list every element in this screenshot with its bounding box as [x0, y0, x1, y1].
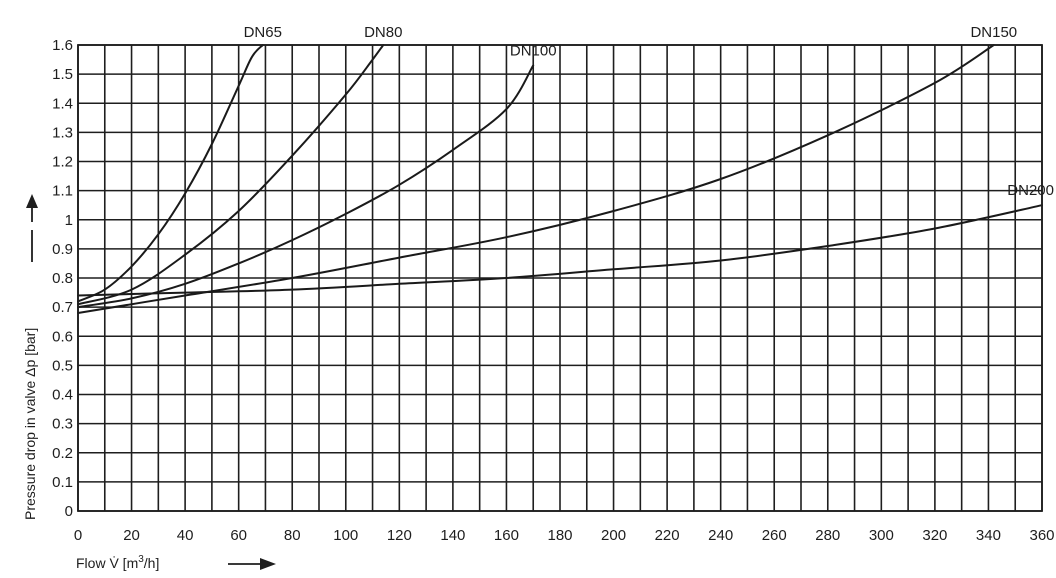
y-tick-label: 0.9: [52, 241, 73, 258]
x-tick-label: 0: [74, 527, 82, 544]
x-tick-label: 80: [284, 527, 301, 544]
x-tick-label: 20: [123, 527, 140, 544]
y-tick-label: 1: [65, 212, 73, 229]
x-tick-label: 340: [976, 527, 1001, 544]
series-labels: DN65 DN80 DN100 DN150 DN200: [244, 24, 1054, 199]
y-tick-label: 1.2: [52, 154, 73, 171]
y-tick-label: 0.5: [52, 357, 73, 374]
x-tick-label: 320: [922, 527, 947, 544]
y-axis-title: Pressure drop in valve Δp [bar]: [22, 328, 38, 520]
x-tick-label: 300: [869, 527, 894, 544]
series-line-dn150: [77, 44, 995, 314]
x-axis-title: Flow V̇ [m3/h]: [76, 554, 159, 571]
y-tick-label: 0.1: [52, 474, 73, 491]
y-tick-label: 0.4: [52, 387, 73, 404]
series-line-dn80: [77, 44, 385, 306]
x-tick-label: 360: [1029, 527, 1054, 544]
y-tick-labels: 0 0.1 0.2 0.3 0.4 0.5 0.6 0.7 0.8 0.9 1 1.1 1.2 1.3 1.…: [52, 37, 73, 520]
x-tick-label: 160: [494, 527, 519, 544]
y-tick-label: 1.4: [52, 95, 73, 112]
series-label-dn80: DN80: [364, 24, 402, 41]
x-tick-label: 280: [815, 527, 840, 544]
x-tick-label: 260: [762, 527, 787, 544]
series-line-dn100: [77, 64, 535, 309]
y-tick-label: 0.2: [52, 445, 73, 462]
plot-frame: [77, 44, 1043, 512]
x-tick-label: 240: [708, 527, 733, 544]
y-axis-arrow-head: [26, 194, 38, 208]
y-tick-label: 1.5: [52, 66, 73, 83]
series-label-dn65: DN65: [244, 24, 282, 41]
x-tick-label: 60: [230, 527, 247, 544]
series-label-dn100: DN100: [510, 42, 557, 59]
y-tick-label: 0.8: [52, 270, 73, 287]
y-tick-label: 0: [65, 503, 73, 520]
x-tick-labels: 0 20 40 60 80 100 120 140 160 180 200 220 240 260 280 3…: [74, 527, 1055, 544]
x-tick-label: 220: [655, 527, 680, 544]
y-tick-label: 1.3: [52, 124, 73, 141]
x-tick-label: 120: [387, 527, 412, 544]
x-tick-label: 100: [333, 527, 358, 544]
x-tick-label: 200: [601, 527, 626, 544]
curves: [77, 44, 1043, 314]
y-tick-label: 1.6: [52, 37, 73, 54]
grid: [77, 44, 1043, 512]
series-line-dn65: [77, 44, 264, 303]
x-tick-label: 180: [547, 527, 572, 544]
y-tick-label: 0.6: [52, 328, 73, 345]
series-label-dn200: DN200: [1007, 182, 1054, 199]
x-tick-label: 40: [177, 527, 194, 544]
y-tick-label: 1.1: [52, 183, 73, 200]
series-label-dn150: DN150: [970, 24, 1017, 41]
x-axis-arrow-head: [260, 558, 276, 570]
series-line-dn200: [77, 204, 1043, 297]
x-tick-label: 140: [440, 527, 465, 544]
y-tick-label: 0.7: [52, 299, 73, 316]
y-tick-label: 0.3: [52, 416, 73, 433]
